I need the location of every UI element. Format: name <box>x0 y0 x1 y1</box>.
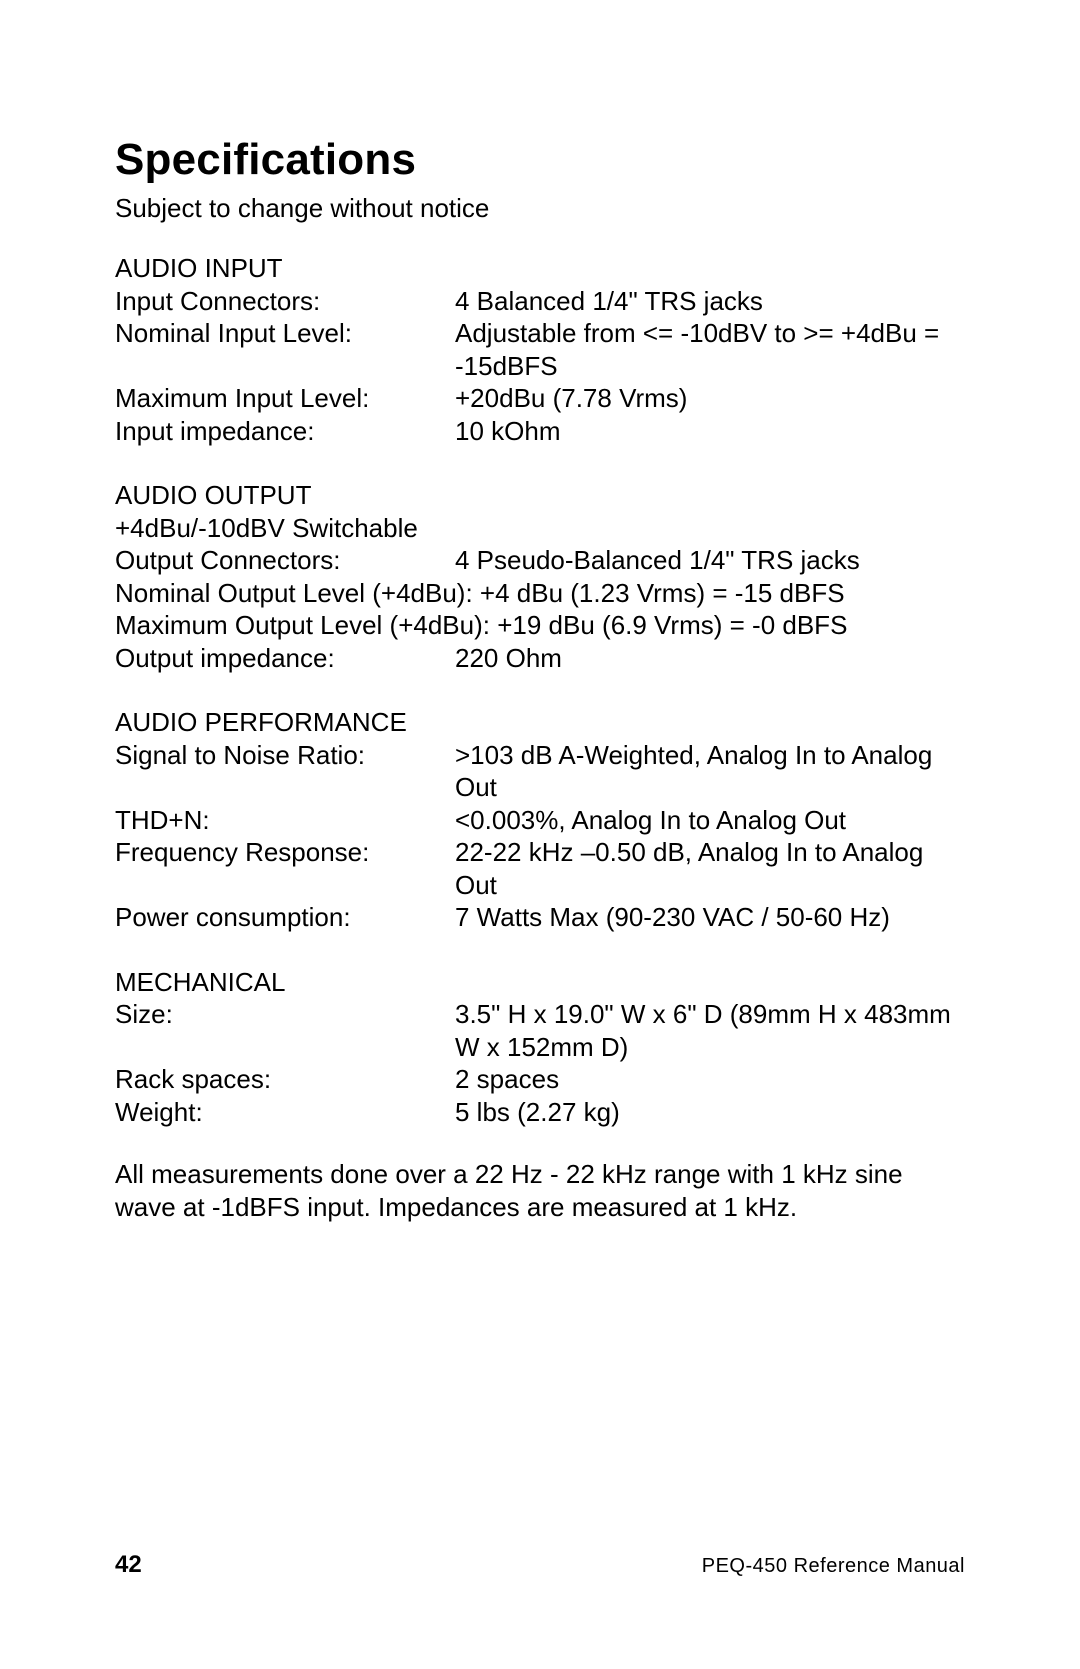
spec-row: THD+N: <0.003%, Analog In to Analog Out <box>115 804 965 837</box>
footnote: All measurements done over a 22 Hz - 22 … <box>115 1158 965 1223</box>
section-header-audio-perf: AUDIO PERFORMANCE <box>115 706 965 739</box>
spec-value: 220 Ohm <box>455 642 965 675</box>
spec-label: Input impedance: <box>115 415 455 448</box>
spec-value: 5 lbs (2.27 kg) <box>455 1096 965 1129</box>
spec-label: Input Connectors: <box>115 285 455 318</box>
spec-value: +20dBu (7.78 Vrms) <box>455 382 965 415</box>
section-header-audio-output: AUDIO OUTPUT <box>115 479 965 512</box>
spec-value: 2 spaces <box>455 1063 965 1096</box>
subnote: Subject to change without notice <box>115 193 965 224</box>
section-header-audio-input: AUDIO INPUT <box>115 252 965 285</box>
spec-row: Input Connectors: 4 Balanced 1/4" TRS ja… <box>115 285 965 318</box>
spec-label: THD+N: <box>115 804 455 837</box>
spec-label: Signal to Noise Ratio: <box>115 739 455 804</box>
page: Specifications Subject to change without… <box>0 0 1080 1669</box>
spec-label: Frequency Response: <box>115 836 455 901</box>
spec-row: Signal to Noise Ratio: >103 dB A-Weighte… <box>115 739 965 804</box>
spec-row: Nominal Input Level: Adjustable from <= … <box>115 317 965 382</box>
spec-row: Frequency Response: 22-22 kHz –0.50 dB, … <box>115 836 965 901</box>
spec-label: Output impedance: <box>115 642 455 675</box>
spec-label: Power consumption: <box>115 901 455 934</box>
spec-label: Output Connectors: <box>115 544 455 577</box>
manual-reference: PEQ-450 Reference Manual <box>702 1555 965 1578</box>
audio-output-sub: +4dBu/-10dBV Switchable <box>115 512 965 545</box>
spec-row: Size: 3.5" H x 19.0" W x 6" D (89mm H x … <box>115 998 965 1063</box>
spec-value: 4 Pseudo-Balanced 1/4" TRS jacks <box>455 544 965 577</box>
spec-value: 4 Balanced 1/4" TRS jacks <box>455 285 965 318</box>
page-title: Specifications <box>115 135 965 185</box>
spec-inline: Maximum Output Level (+4dBu): +19 dBu (6… <box>115 609 965 642</box>
spec-row: Weight: 5 lbs (2.27 kg) <box>115 1096 965 1129</box>
spec-row: Output Connectors: 4 Pseudo-Balanced 1/4… <box>115 544 965 577</box>
spec-value: 7 Watts Max (90-230 VAC / 50-60 Hz) <box>455 901 965 934</box>
spec-row: Maximum Input Level: +20dBu (7.78 Vrms) <box>115 382 965 415</box>
spec-value: >103 dB A-Weighted, Analog In to Analog … <box>455 739 965 804</box>
spec-value: Adjustable from <= -10dBV to >= +4dBu = … <box>455 317 965 382</box>
spec-row: Output impedance: 220 Ohm <box>115 642 965 675</box>
spec-label: Rack spaces: <box>115 1063 455 1096</box>
spec-value: 22-22 kHz –0.50 dB, Analog In to Analog … <box>455 836 965 901</box>
spec-row: Rack spaces: 2 spaces <box>115 1063 965 1096</box>
footer: 42 PEQ-450 Reference Manual <box>115 1551 965 1579</box>
spec-label: Weight: <box>115 1096 455 1129</box>
spec-label: Nominal Input Level: <box>115 317 455 382</box>
spec-row: Input impedance: 10 kOhm <box>115 415 965 448</box>
spec-inline: Nominal Output Level (+4dBu): +4 dBu (1.… <box>115 577 965 610</box>
spec-label: Maximum Input Level: <box>115 382 455 415</box>
section-header-mechanical: MECHANICAL <box>115 966 965 999</box>
spec-value: 3.5" H x 19.0" W x 6" D (89mm H x 483mm … <box>455 998 965 1063</box>
spec-label: Size: <box>115 998 455 1063</box>
spec-value: 10 kOhm <box>455 415 965 448</box>
page-number: 42 <box>115 1551 142 1579</box>
spec-value: <0.003%, Analog In to Analog Out <box>455 804 965 837</box>
spec-row: Power consumption: 7 Watts Max (90-230 V… <box>115 901 965 934</box>
